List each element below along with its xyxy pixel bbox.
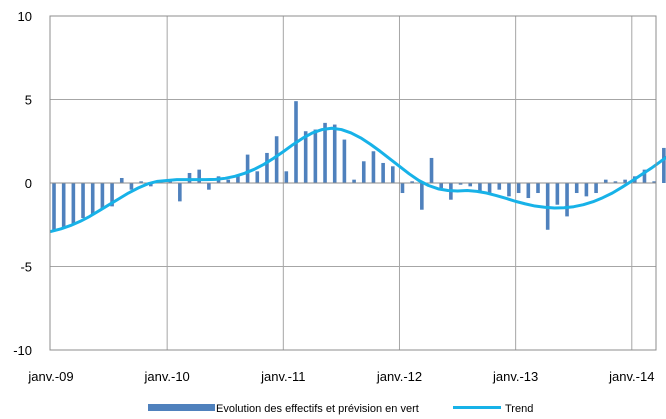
bar — [81, 183, 85, 219]
bar — [662, 147, 666, 183]
bar — [652, 181, 656, 183]
bar — [149, 183, 153, 187]
bar — [168, 181, 172, 183]
bar — [361, 161, 366, 183]
x-tick-label: janv.-11 — [260, 369, 305, 384]
legend-label-trend: Trend — [505, 403, 533, 415]
bar — [139, 181, 143, 183]
bar — [507, 183, 511, 197]
y-tick-label: -10 — [13, 343, 32, 358]
y-axis-ticks: -10 -5 0 5 10 — [13, 9, 32, 358]
bar — [439, 183, 443, 189]
bar — [255, 171, 260, 183]
y-tick-label: 5 — [25, 93, 32, 108]
bar — [265, 152, 269, 183]
x-tick-label: janv.-09 — [27, 369, 73, 384]
bar — [613, 181, 618, 183]
bar-series — [52, 101, 666, 232]
bar — [284, 171, 289, 183]
bar — [52, 183, 56, 232]
bar — [574, 183, 579, 194]
bar — [391, 166, 395, 183]
bar — [323, 122, 327, 183]
bar — [478, 183, 482, 194]
bar — [110, 183, 114, 207]
bar — [371, 151, 376, 183]
bar — [458, 183, 463, 185]
bar — [226, 179, 231, 183]
bar — [187, 172, 192, 183]
bar — [100, 183, 105, 209]
x-tick-label: janv.-14 — [608, 369, 654, 384]
bar — [332, 124, 337, 183]
trend-line — [49, 126, 666, 233]
bar — [129, 183, 134, 190]
bar — [197, 169, 201, 183]
bar — [516, 183, 521, 194]
bar — [536, 183, 540, 194]
bar — [565, 183, 569, 217]
bar — [623, 179, 627, 183]
bar — [526, 183, 531, 199]
bar — [119, 177, 124, 183]
bar — [497, 183, 502, 190]
x-axis-ticks: janv.-09 janv.-10 janv.-11 janv.-12 janv.-13… — [27, 369, 654, 384]
bar — [274, 136, 279, 183]
bar — [381, 162, 385, 183]
bar — [400, 183, 405, 194]
legend-label-bars: Evolution des effectifs et prévision en … — [216, 403, 419, 415]
legend: Evolution des effectifs et prévision en … — [148, 403, 533, 415]
bar — [584, 183, 589, 197]
bar — [487, 183, 492, 194]
plot-frame — [49, 15, 657, 351]
x-tick-label: janv.-10 — [144, 369, 190, 384]
bar — [207, 183, 211, 190]
y-tick-label: 0 — [25, 176, 32, 191]
bar — [420, 183, 424, 210]
bar — [313, 129, 318, 183]
bar — [555, 183, 560, 205]
bar — [342, 139, 347, 183]
y-tick-label: -5 — [20, 260, 32, 275]
bar — [61, 183, 66, 229]
bar — [429, 157, 434, 183]
bar — [594, 183, 598, 194]
bar — [90, 183, 95, 215]
bar — [410, 181, 414, 183]
bar — [178, 183, 182, 202]
bar — [71, 183, 76, 225]
bar — [245, 154, 250, 183]
x-tick-label: janv.-13 — [492, 369, 538, 384]
legend-swatch-bars — [148, 404, 215, 411]
bar — [352, 179, 356, 183]
x-tick-label: janv.-12 — [376, 369, 422, 384]
bar — [236, 174, 240, 183]
bar — [603, 179, 608, 183]
bar — [642, 169, 647, 183]
bar — [303, 131, 308, 183]
bar — [468, 183, 473, 187]
y-tick-label: 10 — [18, 9, 32, 24]
